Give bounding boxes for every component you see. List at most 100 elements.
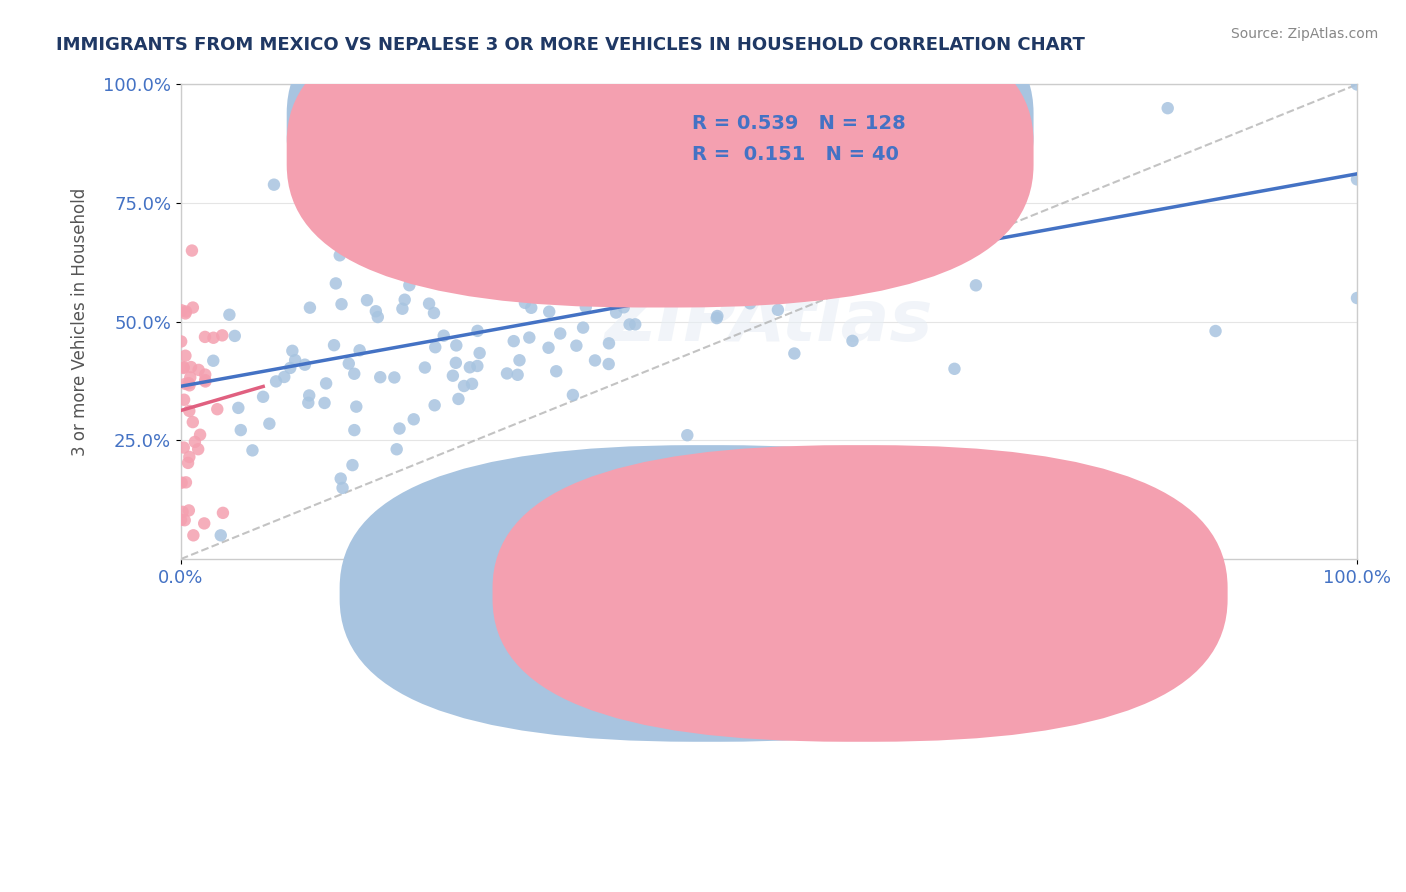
Point — [1346, 78, 1368, 92]
Point — [825, 200, 848, 214]
Point — [180, 360, 202, 375]
Point — [188, 427, 211, 442]
Point — [179, 378, 201, 392]
Point — [173, 392, 195, 407]
Point — [640, 143, 662, 157]
Point — [467, 359, 489, 373]
Point — [356, 293, 378, 308]
Point — [841, 334, 863, 348]
Point — [706, 311, 728, 326]
Point — [496, 367, 519, 381]
Point — [194, 330, 217, 344]
Point — [173, 513, 195, 527]
Point — [177, 456, 200, 470]
Point — [1346, 172, 1368, 186]
Point — [173, 441, 195, 455]
Text: IMMIGRANTS FROM MEXICO VS NEPALESE 3 OR MORE VEHICLES IN HOUSEHOLD CORRELATION C: IMMIGRANTS FROM MEXICO VS NEPALESE 3 OR … — [56, 36, 1085, 54]
Point — [540, 238, 562, 252]
Point — [177, 503, 200, 517]
Point — [583, 353, 606, 368]
Point — [561, 388, 583, 402]
Point — [786, 253, 808, 268]
Point — [738, 296, 761, 310]
Point — [388, 421, 411, 435]
Point — [170, 303, 193, 318]
Point — [738, 241, 761, 255]
Point — [398, 278, 420, 293]
Point — [202, 353, 225, 368]
Point — [264, 375, 287, 389]
Point — [766, 302, 789, 317]
Point — [508, 353, 530, 368]
Point — [495, 219, 517, 234]
Point — [273, 370, 295, 384]
Point — [323, 338, 346, 352]
Point — [252, 390, 274, 404]
Point — [598, 357, 620, 371]
Point — [402, 412, 425, 426]
Point — [332, 481, 354, 495]
Point — [181, 301, 204, 315]
Point — [755, 252, 778, 267]
Point — [446, 338, 468, 352]
Point — [441, 368, 464, 383]
Point — [367, 310, 389, 324]
Point — [174, 376, 197, 391]
Point — [314, 396, 336, 410]
Point — [458, 360, 481, 375]
Point — [209, 528, 232, 542]
Point — [548, 326, 571, 341]
Text: R =  0.151   N = 40: R = 0.151 N = 40 — [693, 145, 900, 164]
Point — [193, 516, 215, 531]
Point — [1157, 101, 1180, 115]
Point — [218, 308, 240, 322]
Text: R = 0.539   N = 128: R = 0.539 N = 128 — [693, 114, 907, 133]
FancyBboxPatch shape — [287, 0, 1033, 308]
Point — [506, 368, 529, 382]
Point — [423, 306, 446, 320]
Point — [170, 475, 193, 490]
Point — [173, 360, 195, 375]
Point — [187, 363, 209, 377]
Point — [212, 506, 235, 520]
Point — [385, 442, 408, 457]
Point — [706, 275, 728, 289]
Point — [658, 206, 681, 220]
Point — [699, 454, 721, 468]
Point — [537, 341, 560, 355]
Point — [368, 370, 391, 384]
Point — [613, 301, 636, 315]
Point — [174, 304, 197, 318]
Point — [1205, 324, 1227, 338]
Point — [202, 331, 225, 345]
Point — [676, 428, 699, 442]
Point — [364, 304, 387, 318]
Point — [413, 360, 436, 375]
Point — [599, 258, 621, 272]
Point — [425, 340, 447, 354]
Point — [183, 528, 205, 542]
Point — [344, 400, 367, 414]
Point — [433, 328, 456, 343]
FancyBboxPatch shape — [492, 445, 1227, 742]
Point — [174, 306, 197, 320]
Point — [194, 368, 217, 382]
Point — [170, 334, 193, 349]
Point — [513, 296, 536, 310]
Point — [831, 258, 853, 272]
Point — [588, 223, 610, 237]
Point — [418, 296, 440, 310]
Text: Source: ZipAtlas.com: Source: ZipAtlas.com — [1230, 27, 1378, 41]
Point — [330, 297, 353, 311]
Point — [281, 343, 304, 358]
Point — [181, 244, 204, 258]
Point — [619, 318, 641, 332]
Point — [224, 329, 246, 343]
Point — [229, 423, 252, 437]
Point — [461, 376, 484, 391]
FancyBboxPatch shape — [287, 0, 1033, 279]
Point — [391, 301, 413, 316]
Point — [706, 309, 728, 323]
Point — [187, 442, 209, 457]
Point — [444, 356, 467, 370]
